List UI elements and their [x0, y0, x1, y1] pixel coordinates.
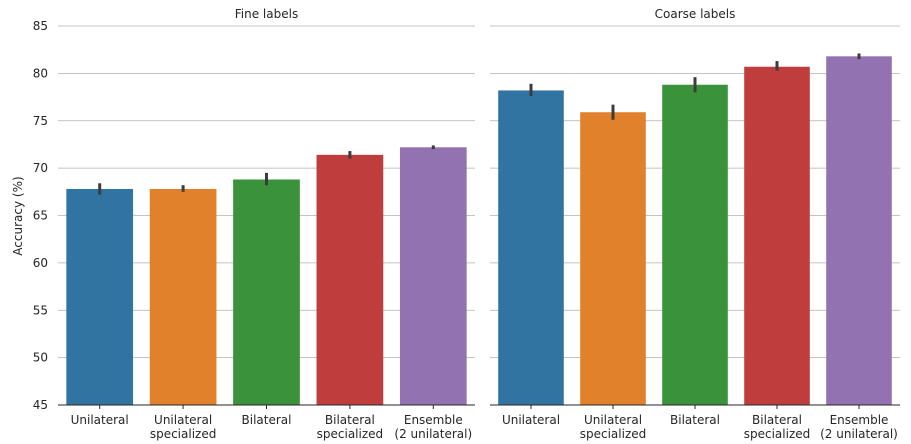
- y-tick-label: 75: [33, 114, 48, 128]
- chart-panels: 45 50 55 60 65 70 75 80 85 Fine labels Unilateral U…: [33, 7, 900, 441]
- y-tick-label: 45: [33, 398, 48, 412]
- x-tick-label: Ensemble (2 unilateral): [394, 413, 472, 441]
- y-axis-label: Accuracy (%): [11, 176, 25, 255]
- x-tick-label: Unilateral: [71, 413, 129, 427]
- x-tick-label: Unilateral specialized: [580, 413, 647, 441]
- bar: [233, 179, 300, 405]
- x-tick-label: Bilateral: [670, 413, 720, 427]
- y-tick-label: 65: [33, 209, 48, 223]
- x-tick-label: Unilateral: [502, 413, 560, 427]
- bar: [744, 66, 810, 406]
- y-tick-label: 50: [33, 351, 48, 365]
- bar: [498, 90, 564, 406]
- x-tick-label: Bilateral: [242, 413, 292, 427]
- bar: [149, 188, 217, 405]
- x-tick-label: Bilateral specialized: [744, 413, 811, 441]
- x-tick-label: Unilateral specialized: [150, 413, 217, 441]
- panel-title: Fine labels: [235, 7, 298, 21]
- y-tick-label: 85: [33, 19, 48, 33]
- bar: [580, 112, 646, 405]
- y-tick-label: 80: [33, 66, 48, 80]
- x-tick-label: Bilateral specialized: [317, 413, 384, 441]
- panel-title: Coarse labels: [655, 7, 736, 21]
- bar: [66, 188, 134, 405]
- bar: [662, 84, 728, 406]
- bar: [399, 147, 467, 405]
- bar: [826, 56, 892, 405]
- bar: [316, 154, 384, 405]
- y-tick-label: 60: [33, 256, 48, 270]
- y-tick-label: 55: [33, 303, 48, 317]
- panel-coarse-labels: Coarse labels Unilateral Unilateral special…: [490, 7, 900, 441]
- y-tick-label: 70: [33, 161, 48, 175]
- panel-fine-labels: 45 50 55 60 65 70 75 80 85 Fine labels Unilateral U…: [33, 7, 475, 441]
- x-tick-label: Ensemble (2 unilateral): [820, 413, 898, 441]
